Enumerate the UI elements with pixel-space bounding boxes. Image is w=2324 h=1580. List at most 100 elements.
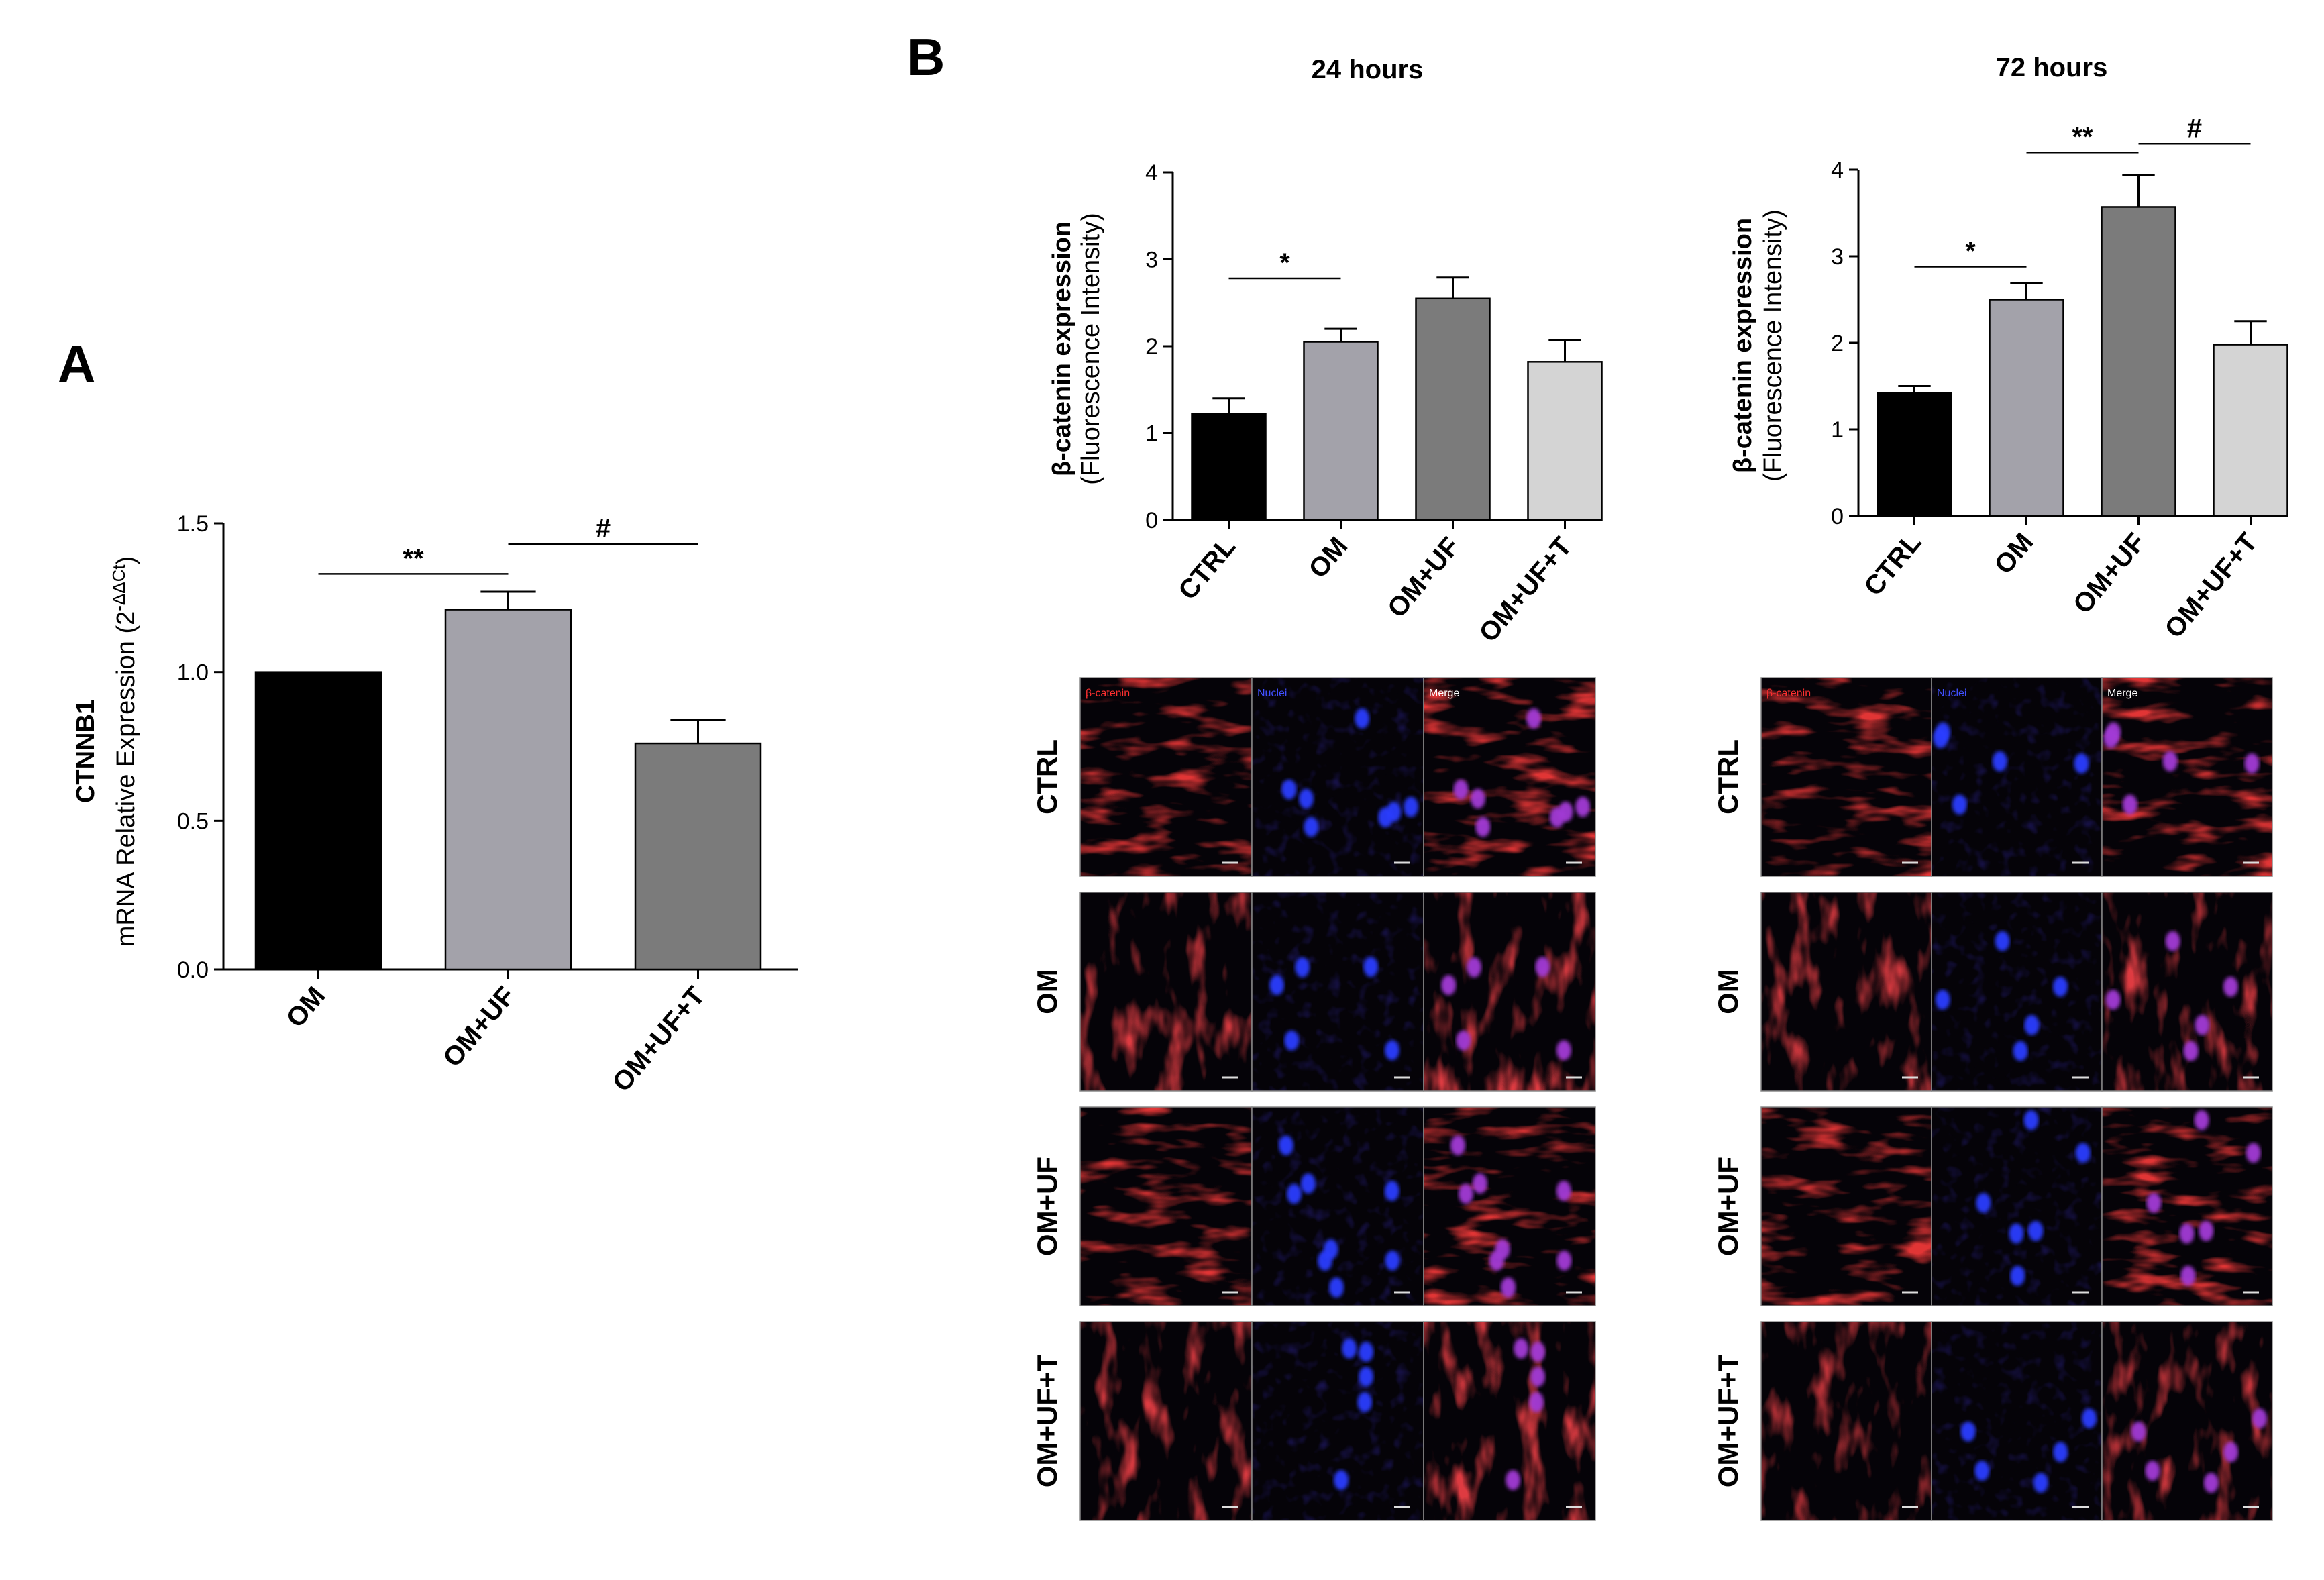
nucleus (2183, 1041, 2199, 1061)
micrograph-24h-om+uf+t-merge (1423, 1321, 1596, 1521)
nucleus (2223, 1442, 2239, 1463)
a-category-label: OM+UF+T (606, 982, 710, 1098)
nucleus (1529, 1391, 1544, 1412)
nucleus (1535, 957, 1550, 978)
row-label-72h: OM+UF+T (1712, 1354, 1744, 1487)
actin-signal (2102, 892, 2272, 1091)
nucleus (1378, 807, 1393, 828)
nucleus (1384, 1040, 1399, 1061)
channel-label: Merge (2107, 688, 2137, 699)
actin-signal (1424, 1107, 1595, 1306)
nucleus (1323, 1239, 1338, 1259)
b24-bar-om (1303, 341, 1379, 521)
micrograph-24h-om+uf-merge (1423, 1106, 1596, 1306)
nucleus (1284, 1030, 1300, 1051)
actin-signal (2102, 678, 2272, 876)
nucleus (2052, 976, 2068, 997)
b24-category-label: OM (1303, 532, 1353, 584)
channel-label: β-catenin (1086, 688, 1130, 699)
a-significance-mark: ** (403, 543, 424, 573)
a-ylabel: mRNA Relative Expression (2-ΔΔCt) (109, 556, 140, 947)
nucleus (1329, 1277, 1344, 1298)
b72-bar-om+uf (2101, 206, 2176, 517)
nucleus (2081, 1408, 2097, 1429)
actin-signal (1761, 1322, 1932, 1520)
a-bar-om (254, 671, 382, 971)
nucleus (1556, 1040, 1571, 1061)
nucleus (1514, 1338, 1529, 1359)
b72-category-label: OM+UF (2068, 528, 2151, 619)
nucleus (2103, 728, 2119, 749)
actin-signal (1080, 1322, 1252, 1520)
nucleus (2162, 751, 2178, 772)
micrograph-border (1423, 1106, 1596, 1306)
a-bar-om+uf+t (634, 742, 762, 971)
b24-y-tick-label: 0 (1145, 508, 1158, 533)
channel-label: Nuclei (1257, 688, 1287, 699)
b72-category-label: CTRL (1858, 528, 1927, 602)
nucleus (2203, 1473, 2219, 1493)
b72-significance-mark: # (2187, 113, 2202, 143)
a-y-tick-label: 0.5 (177, 808, 209, 834)
nucleus (2105, 990, 2121, 1010)
nucleus (1298, 788, 1314, 809)
micrograph-24h-ctrl-merge: Merge (1423, 677, 1596, 877)
nuclei-background (1932, 678, 2102, 876)
micrograph-border (1423, 1321, 1596, 1521)
b72-y-tick-label: 1 (1831, 417, 1844, 443)
nucleus (2194, 1110, 2209, 1130)
micrograph-72h-om+uf-nuclei (1931, 1106, 2103, 1306)
nucleus (1933, 728, 1948, 749)
b72-category-label: OM+UF+T (2159, 528, 2263, 644)
nucleus (1952, 794, 1967, 815)
title-24-hours: 24 hours (1312, 55, 1424, 85)
nucleus (2010, 1265, 2025, 1286)
nuclei-background (1252, 1107, 1424, 1306)
row-label-24h: OM+UF+T (1031, 1354, 1063, 1487)
b24-significance-mark: * (1279, 248, 1290, 278)
nucleus (1526, 708, 1542, 729)
micrograph-72h-om-merge (2101, 892, 2273, 1092)
b72-ylabel: (Fluorescence Intensity) (1759, 209, 1787, 482)
actin-signal (1761, 678, 1932, 876)
nucleus (1441, 975, 1457, 996)
nucleus (1304, 817, 1319, 837)
nucleus (1992, 751, 2007, 772)
b72-ylabel-bold: β-catenin expression (1729, 218, 1757, 473)
actin-signal (1080, 892, 1252, 1091)
nucleus (1300, 1173, 1316, 1194)
nucleus (1976, 1192, 1991, 1213)
actin-signal (1080, 1107, 1252, 1306)
micrograph-24h-om-nuclei (1251, 892, 1424, 1092)
nucleus (2195, 1014, 2210, 1035)
micrograph-72h-om+uf-bcatenin (1760, 1106, 1932, 1306)
b72-y-tick-label: 4 (1831, 158, 1844, 183)
micrograph-72h-om+uf-merge (2101, 1106, 2273, 1306)
chart-b-24h: 0 1 2 3 4 CTRL OM OM+UF OM+UF+T * β-catenin expres… (1048, 160, 1603, 647)
nucleus (1960, 1421, 1976, 1442)
channel-label: β-catenin (1766, 688, 1811, 699)
nucleus (2028, 1220, 2044, 1241)
nucleus (2131, 1421, 2146, 1442)
nucleus (1453, 779, 1469, 800)
b24-y-tick-label: 3 (1145, 248, 1158, 273)
panel-b-label: B (907, 28, 945, 87)
nucleus (1363, 957, 1379, 978)
nucleus (1458, 1183, 1473, 1204)
nucleus (1385, 1250, 1400, 1271)
nucleus (1450, 1135, 1466, 1156)
micrograph-24h-om+uf+t-bcatenin (1079, 1321, 1253, 1521)
b24-category-label: CTRL (1173, 532, 1241, 606)
nucleus (1295, 957, 1310, 978)
b72-category-label: OM (1989, 528, 2039, 580)
nuclei-background (1252, 1322, 1424, 1520)
a-category-label: OM (280, 982, 331, 1034)
row-label-24h: CTRL (1031, 739, 1063, 814)
actin-signal (1424, 678, 1595, 876)
micrograph-24h-om+uf+t-nuclei (1251, 1321, 1424, 1521)
nucleus (1556, 1181, 1571, 1202)
nucleus (2223, 976, 2238, 997)
micrograph-72h-ctrl-bcatenin: β-catenin (1760, 677, 1932, 877)
row-label-72h: CTRL (1712, 739, 1744, 814)
micrograph-24h-om-bcatenin (1079, 892, 1253, 1092)
